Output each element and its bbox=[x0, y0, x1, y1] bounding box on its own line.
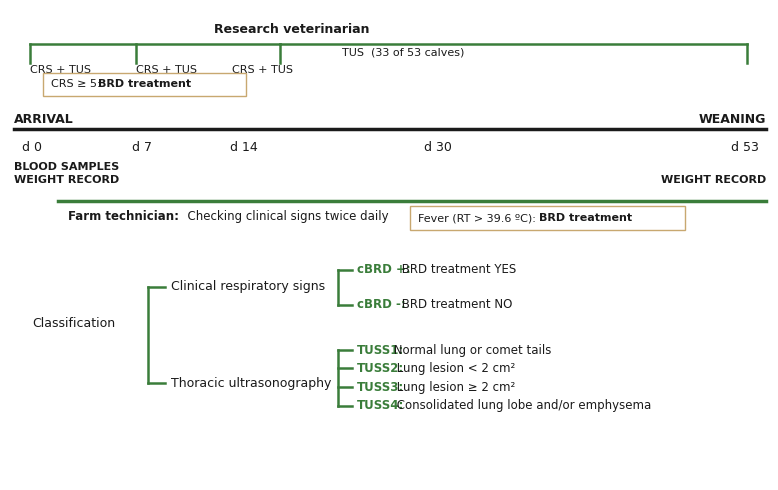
Text: Thoracic ultrasonography: Thoracic ultrasonography bbox=[171, 377, 331, 390]
Text: d 53: d 53 bbox=[731, 141, 759, 153]
Text: d 30: d 30 bbox=[424, 141, 452, 153]
Text: BRD treatment: BRD treatment bbox=[98, 79, 191, 89]
Text: Lung lesion ≥ 2 cm²: Lung lesion ≥ 2 cm² bbox=[393, 381, 515, 393]
Text: cBRD +:: cBRD +: bbox=[357, 263, 411, 276]
Text: CRS + TUS: CRS + TUS bbox=[232, 65, 293, 74]
Text: CRS ≥ 5:: CRS ≥ 5: bbox=[51, 79, 104, 89]
FancyBboxPatch shape bbox=[410, 206, 685, 230]
Text: TUSS1:: TUSS1: bbox=[357, 344, 405, 357]
Text: Checking clinical signs twice daily: Checking clinical signs twice daily bbox=[180, 210, 389, 223]
Text: Farm technician:: Farm technician: bbox=[68, 210, 180, 223]
Text: Classification: Classification bbox=[33, 317, 115, 330]
Text: cBRD -:: cBRD -: bbox=[357, 298, 406, 311]
FancyBboxPatch shape bbox=[43, 73, 246, 96]
Text: Fever (RT > 39.6 ºC):: Fever (RT > 39.6 ºC): bbox=[418, 213, 539, 223]
Text: WEIGHT RECORD: WEIGHT RECORD bbox=[661, 175, 766, 185]
Text: BRD treatment YES: BRD treatment YES bbox=[398, 263, 516, 276]
Text: Lung lesion < 2 cm²: Lung lesion < 2 cm² bbox=[393, 362, 515, 375]
Text: WEIGHT RECORD: WEIGHT RECORD bbox=[14, 175, 119, 185]
Text: CRS + TUS: CRS + TUS bbox=[136, 65, 197, 74]
Text: ARRIVAL: ARRIVAL bbox=[14, 113, 74, 125]
Text: d 7: d 7 bbox=[132, 141, 152, 153]
Text: BRD treatment: BRD treatment bbox=[539, 213, 633, 223]
Text: TUS  (33 of 53 calves): TUS (33 of 53 calves) bbox=[342, 48, 464, 57]
Text: Research veterinarian: Research veterinarian bbox=[214, 23, 370, 36]
Text: BLOOD SAMPLES: BLOOD SAMPLES bbox=[14, 162, 119, 172]
Text: TUSS4:: TUSS4: bbox=[357, 399, 405, 412]
Text: WEANING: WEANING bbox=[699, 113, 766, 125]
Text: TUSS3:: TUSS3: bbox=[357, 381, 405, 393]
Text: BRD treatment NO: BRD treatment NO bbox=[398, 298, 512, 311]
Text: Normal lung or comet tails: Normal lung or comet tails bbox=[390, 344, 551, 357]
Text: d 14: d 14 bbox=[230, 141, 258, 153]
Text: Consolidated lung lobe and/or emphysema: Consolidated lung lobe and/or emphysema bbox=[393, 399, 651, 412]
Text: TUSS2:: TUSS2: bbox=[357, 362, 405, 375]
Text: d 0: d 0 bbox=[22, 141, 42, 153]
Text: Clinical respiratory signs: Clinical respiratory signs bbox=[171, 280, 325, 293]
Text: CRS + TUS: CRS + TUS bbox=[30, 65, 90, 74]
